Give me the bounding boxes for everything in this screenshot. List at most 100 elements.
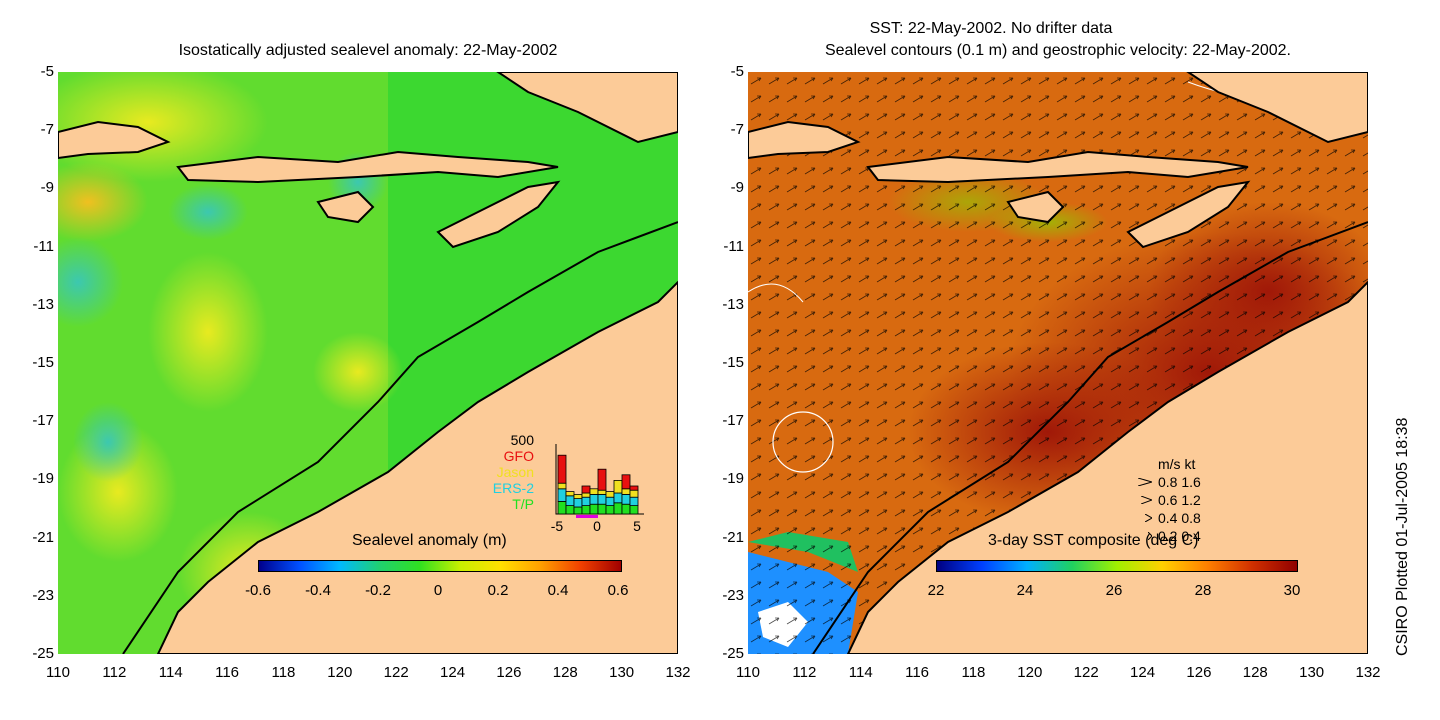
right-panel-title-1: SST: 22-May-2002. No drifter data: [869, 20, 1113, 37]
inset-x-tick: 0: [593, 518, 601, 534]
left-x-tick: 132: [665, 664, 691, 681]
right-y-tick: -11: [723, 237, 744, 255]
velocity-legend-arrow: [1145, 514, 1152, 522]
inset-bar: [557, 482, 567, 490]
sla-colorbar: [258, 560, 622, 572]
inset-bar: [597, 494, 607, 505]
inset-bar: [605, 491, 615, 498]
left-y-tick: -25: [32, 645, 54, 662]
right-x-tick: 130: [1299, 664, 1325, 681]
right-y-tick: -7: [730, 121, 744, 139]
left-x-tick: 110: [46, 664, 70, 681]
inset-bar: [621, 474, 631, 490]
right-y-tick: -19: [722, 470, 744, 488]
left-panel-title: Isostatically adjusted sealevel anomaly:…: [178, 42, 558, 59]
right-y-tick: -13: [722, 295, 744, 313]
inset-mission-label: ERS-2: [492, 480, 534, 496]
right-x-tick: 110: [736, 664, 760, 681]
right-x-tick: 128: [1242, 664, 1268, 681]
sla-colorbar-tick: -0.2: [365, 582, 391, 599]
inset-bar: [581, 485, 591, 494]
inset-x-tick: 5: [633, 518, 641, 534]
velocity-legend-header: m/s kt: [1158, 456, 1196, 472]
timor-island: [436, 180, 561, 249]
sst-colorbar-tick: 30: [1283, 582, 1301, 599]
java-land: [58, 120, 171, 160]
inset-bar: [629, 485, 639, 491]
left-y-tick: -21: [32, 528, 54, 546]
credit-text: CSIRO Plotted 01-Jul-2005 18:38: [1394, 417, 1411, 656]
inset-bar: [565, 495, 575, 506]
left-x-tick: 122: [383, 664, 409, 681]
inset-bar: [597, 489, 607, 495]
left-x-tick: 120: [327, 664, 353, 681]
velocity-legend-arrow: [1138, 478, 1152, 486]
sst-colorbar-tick: 22: [927, 582, 945, 599]
sla-colorbar-label: Sealevel anomaly (m): [352, 532, 507, 549]
right-x-tick: 114: [848, 664, 873, 681]
right-y-tick: -21: [722, 528, 744, 546]
sla-colorbar-tick: 0.4: [547, 582, 569, 599]
velocity-legend-row: 0.2 0.4: [1158, 528, 1201, 544]
inset-bar: [613, 492, 623, 504]
right-y-tick: -15: [722, 354, 744, 371]
inset-bar: [573, 506, 583, 515]
sla-colorbar-tick: 0.6: [607, 582, 629, 599]
right-x-tick: 112: [792, 664, 817, 681]
sst-colorbar-tick: 26: [1105, 582, 1123, 599]
left-x-tick: 128: [552, 664, 578, 681]
right-y-tick: -5: [730, 63, 744, 80]
inset-bar: [589, 494, 599, 505]
shelf-contour: [122, 221, 678, 654]
inset-bar: [581, 505, 591, 515]
inset-bar: [597, 468, 607, 491]
left-x-tick: 130: [609, 664, 635, 681]
left-y-tick: -15: [32, 354, 54, 371]
left-x-tick: 126: [496, 664, 522, 681]
inset-bar: [581, 492, 591, 498]
inset-mission-label: Jason: [496, 464, 534, 480]
inset-x-tick: -5: [550, 518, 564, 534]
inset-mission-label: GFO: [503, 448, 534, 464]
inset-bar: [613, 480, 623, 494]
inset-bar: [557, 488, 567, 502]
inset-bar: [605, 496, 615, 506]
inset-bar: [621, 503, 631, 515]
inset-bar: [557, 454, 567, 484]
sst-colorbar-tick: 28: [1194, 582, 1212, 599]
inset-bar: [589, 488, 599, 495]
inset-mission-label: T/P: [512, 496, 534, 512]
right-x-tick: 126: [1186, 664, 1212, 681]
velocity-legend: m/s kt 0.8 1.6 0.6 1.2 0.4 0.8 0.2 0.4: [1128, 456, 1248, 544]
left-x-tick: 116: [215, 664, 240, 681]
left-x-tick: 112: [102, 664, 127, 681]
mission-inset: 500 GFO Jason ERS-2 T/P -5 0 5: [476, 432, 646, 542]
sla-colorbar-tick: 0.2: [487, 582, 509, 599]
inset-bar: [589, 503, 599, 515]
inset-bar: [565, 505, 575, 515]
sst-colorbar: [936, 560, 1298, 572]
inset-bar: [581, 496, 591, 506]
sla-colorbar-tick: -0.6: [245, 582, 271, 599]
inset-bar: [621, 494, 631, 505]
inset-bar: [629, 505, 639, 515]
left-y-tick: -9: [40, 179, 54, 197]
sealevel-anomaly-map: 500 GFO Jason ERS-2 T/P -5 0 5 Sealevel anoma…: [58, 72, 678, 654]
right-x-tick: 120: [1017, 664, 1043, 681]
sealevel-contour: [772, 411, 834, 473]
right-x-tick: 124: [1130, 664, 1156, 681]
inset-date-marker: [576, 515, 598, 518]
inset-bar: [613, 502, 623, 515]
velocity-legend-row: 0.8 1.6: [1158, 474, 1201, 490]
left-y-tick: -23: [32, 586, 54, 604]
right-y-tick: -25: [722, 645, 744, 662]
sst-colorbar-label: 3-day SST composite (deg C): [988, 532, 1199, 549]
northern-land: [496, 72, 678, 144]
velocity-legend-arrow: [1148, 532, 1152, 540]
left-y-tick: -17: [32, 412, 54, 430]
right-x-tick: 116: [905, 664, 930, 681]
inset-bar: [597, 503, 607, 515]
left-y-tick: -7: [40, 121, 54, 139]
inset-bar: [629, 489, 639, 498]
sst-colorbar-tick: 24: [1016, 582, 1034, 599]
